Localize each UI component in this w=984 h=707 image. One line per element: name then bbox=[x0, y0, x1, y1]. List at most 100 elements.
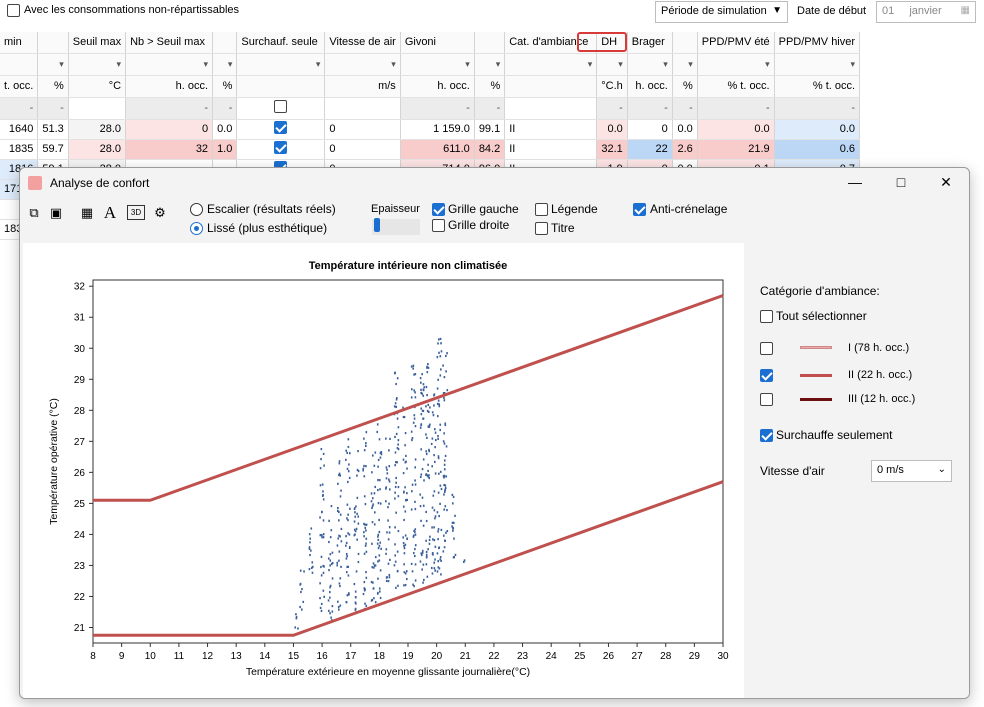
table-cell[interactable]: 1 159.0 bbox=[400, 119, 475, 140]
column-header[interactable]: Surchauf. seule bbox=[236, 32, 326, 54]
table-cell[interactable]: 28.0 bbox=[68, 139, 127, 160]
column-header[interactable]: PPD/PMV été bbox=[697, 32, 775, 54]
table-cell[interactable]: 0.0 bbox=[672, 119, 698, 140]
table-cell[interactable] bbox=[236, 119, 326, 140]
filter-icon[interactable]: ▾ bbox=[324, 53, 401, 76]
slider-thumb[interactable] bbox=[374, 218, 380, 232]
column-header[interactable] bbox=[212, 32, 238, 54]
column-header[interactable]: Seuil max bbox=[68, 32, 127, 54]
data-point bbox=[379, 590, 381, 593]
table-cell[interactable]: 0 bbox=[324, 139, 401, 160]
filter-icon[interactable]: ▾ bbox=[474, 53, 506, 76]
table-cell[interactable]: 51.3 bbox=[37, 119, 69, 140]
anti-crenelage-checkbox[interactable] bbox=[633, 203, 646, 216]
vitesse-select[interactable]: 0 m/s ⌄ bbox=[871, 460, 952, 482]
table-cell[interactable]: 32 bbox=[125, 139, 214, 160]
filter-icon[interactable]: ▾ bbox=[37, 53, 69, 76]
filter-icon[interactable]: ▾ bbox=[504, 53, 598, 76]
column-header[interactable]: Vitesse de air bbox=[324, 32, 401, 54]
legende-checkbox[interactable] bbox=[535, 203, 548, 216]
table-cell[interactable]: 1.0 bbox=[212, 139, 238, 160]
table-cell[interactable]: 32.1 bbox=[596, 139, 628, 160]
table-cell[interactable]: 611.0 bbox=[400, 139, 475, 160]
surchauffe-checkbox[interactable] bbox=[760, 429, 773, 442]
table-cell[interactable]: II bbox=[504, 139, 598, 160]
lisse-radio[interactable] bbox=[190, 222, 203, 235]
table-cell[interactable]: 0 bbox=[627, 119, 673, 140]
column-header[interactable] bbox=[672, 32, 698, 54]
date-picker[interactable]: 01 janvier ▦ bbox=[876, 1, 976, 23]
table-cell[interactable]: 0.0 bbox=[596, 119, 628, 140]
table-cell[interactable]: 0.6 bbox=[774, 139, 861, 160]
column-header[interactable]: Cat. d'ambiance bbox=[504, 32, 598, 54]
cat-iii-checkbox[interactable] bbox=[760, 393, 773, 406]
filter-icon[interactable]: ▾ bbox=[627, 53, 673, 76]
epaisseur-label: Epaisseur bbox=[371, 203, 420, 215]
copy-icon[interactable]: ⧉ bbox=[29, 205, 39, 220]
table-cell[interactable]: 21.9 bbox=[697, 139, 775, 160]
close-button[interactable]: ✕ bbox=[940, 174, 952, 190]
table-cell[interactable]: 99.1 bbox=[474, 119, 506, 140]
data-point bbox=[370, 580, 373, 584]
data-point bbox=[329, 564, 331, 567]
epaisseur-slider[interactable] bbox=[372, 218, 420, 236]
text-icon[interactable]: A bbox=[103, 203, 117, 222]
data-point bbox=[403, 571, 406, 574]
table-cell[interactable]: 2.6 bbox=[672, 139, 698, 160]
data-point bbox=[444, 484, 447, 487]
table-cell[interactable]: 0.0 bbox=[697, 119, 775, 140]
column-header[interactable] bbox=[37, 32, 69, 54]
column-header[interactable]: min bbox=[0, 32, 39, 54]
column-header[interactable]: Givoni bbox=[400, 32, 475, 54]
filter-icon[interactable] bbox=[0, 53, 39, 76]
periode-select[interactable]: Période de simulation ▼ bbox=[655, 1, 788, 23]
filter-icon[interactable]: ▾ bbox=[596, 53, 628, 76]
table-cell[interactable]: 0.0 bbox=[774, 119, 861, 140]
filter-icon[interactable]: ▾ bbox=[672, 53, 698, 76]
table-cell[interactable]: 0 bbox=[324, 119, 401, 140]
column-header[interactable]: Brager bbox=[627, 32, 673, 54]
table-cell[interactable]: 0 bbox=[125, 119, 214, 140]
grille-gauche-checkbox[interactable] bbox=[432, 203, 445, 216]
titre-checkbox[interactable] bbox=[535, 222, 548, 235]
table-cell[interactable]: 84.2 bbox=[474, 139, 506, 160]
data-point bbox=[347, 513, 349, 516]
filter-icon[interactable]: ▾ bbox=[400, 53, 475, 76]
data-point bbox=[440, 573, 442, 576]
select-all-checkbox[interactable] bbox=[760, 310, 773, 323]
settings-icon[interactable]: ⚙ bbox=[154, 205, 166, 220]
surchauf-checkbox[interactable] bbox=[274, 141, 288, 154]
unit-cell: % bbox=[212, 75, 238, 98]
grille-droite-checkbox[interactable] bbox=[432, 219, 445, 232]
surchauf-checkbox[interactable] bbox=[274, 121, 288, 134]
filter-icon[interactable]: ▾ bbox=[125, 53, 214, 76]
column-header[interactable] bbox=[474, 32, 506, 54]
data-point bbox=[426, 436, 428, 439]
cat-ii-checkbox[interactable] bbox=[760, 369, 773, 382]
table-cell[interactable]: 59.7 bbox=[37, 139, 69, 160]
table-cell[interactable]: 1640 bbox=[0, 119, 39, 140]
table-cell[interactable]: 1835 bbox=[0, 139, 39, 160]
table-cell[interactable]: 22 bbox=[627, 139, 673, 160]
escalier-radio[interactable] bbox=[190, 203, 203, 216]
filter-icon[interactable]: ▾ bbox=[697, 53, 775, 76]
table-cell[interactable] bbox=[236, 139, 326, 160]
camera-icon[interactable]: ▣ bbox=[49, 205, 63, 220]
filter-icon[interactable]: ▾ bbox=[774, 53, 861, 76]
3d-icon[interactable]: 3D bbox=[127, 205, 145, 220]
filter-checkbox[interactable] bbox=[274, 100, 288, 113]
column-header[interactable]: Nb > Seuil max bbox=[125, 32, 214, 54]
filter-icon[interactable]: ▾ bbox=[212, 53, 238, 76]
cat-i-checkbox[interactable] bbox=[760, 342, 773, 355]
filter-icon[interactable]: ▾ bbox=[236, 53, 326, 76]
non-rep-checkbox[interactable] bbox=[7, 4, 20, 17]
table-cell[interactable]: II bbox=[504, 119, 598, 140]
table-cell[interactable]: 0.0 bbox=[212, 119, 238, 140]
maximize-button[interactable]: □ bbox=[896, 174, 906, 190]
table-cell[interactable]: 28.0 bbox=[68, 119, 127, 140]
minimize-button[interactable]: — bbox=[848, 174, 862, 190]
data-point bbox=[444, 423, 447, 427]
bar-chart-icon[interactable]: ▦ bbox=[80, 205, 94, 220]
column-header[interactable]: PPD/PMV hiver bbox=[774, 32, 861, 54]
filter-icon[interactable]: ▾ bbox=[68, 53, 127, 76]
